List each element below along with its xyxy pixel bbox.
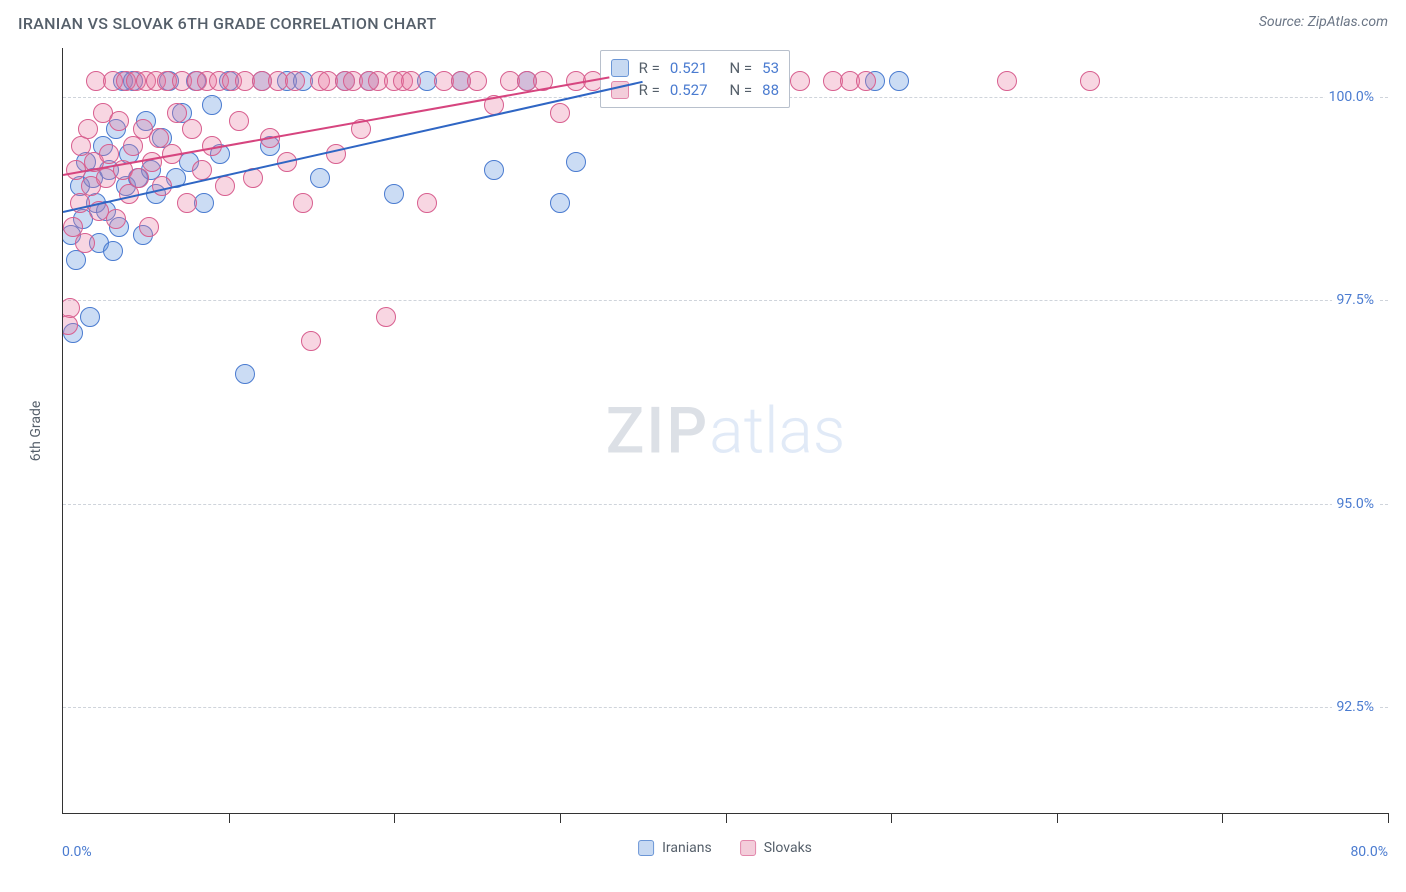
scatter-point (142, 152, 162, 172)
x-tick (1057, 813, 1058, 823)
scatter-point (78, 119, 98, 139)
stat-r-value: 0.527 (670, 81, 708, 99)
y-axis-label: 6th Grade (28, 401, 44, 462)
stat-n-label: N = (728, 59, 755, 77)
x-tick (1222, 813, 1223, 823)
plot-area: 92.5% 95.0% 97.5% 100.0% R = 0.521 N = 53 R = 0.5… (62, 48, 1388, 814)
scatter-point (1080, 71, 1100, 91)
scatter-point (467, 71, 487, 91)
scatter-point (856, 71, 876, 91)
scatter-point (63, 298, 80, 318)
x-axis-max-label: 80.0% (1350, 844, 1388, 860)
scatter-point (202, 95, 222, 115)
scatter-point (182, 119, 202, 139)
scatter-point (301, 331, 321, 351)
stat-row: R = 0.521 N = 53 (611, 57, 779, 79)
bottom-legend: Iranians Slovaks (638, 840, 812, 856)
scatter-point (484, 160, 504, 180)
scatter-point (167, 103, 187, 123)
scatter-point (215, 176, 235, 196)
legend-label: Slovaks (764, 840, 812, 856)
source-label: Source: ZipAtlas.com (1259, 14, 1388, 30)
stat-n-label: N = (728, 81, 755, 99)
x-axis-min-label: 0.0% (62, 844, 92, 860)
chart-title: IRANIAN VS SLOVAK 6TH GRADE CORRELATION … (18, 14, 437, 33)
stat-box: R = 0.521 N = 53 R = 0.527 N = 88 (600, 50, 790, 108)
gridline (63, 707, 1388, 708)
stat-r-label: R = (637, 81, 662, 99)
scatter-point (550, 103, 570, 123)
scatter-point (75, 233, 95, 253)
scatter-point (103, 241, 123, 261)
legend-swatch (638, 840, 654, 856)
x-tick (394, 813, 395, 823)
scatter-point (106, 209, 126, 229)
x-tick (1388, 813, 1389, 823)
scatter-point (566, 152, 586, 172)
scatter-point (790, 71, 810, 91)
scatter-point (889, 71, 909, 91)
legend-swatch (611, 59, 629, 77)
scatter-point (285, 71, 305, 91)
x-tick (726, 813, 727, 823)
x-tick (229, 813, 230, 823)
stat-r-label: R = (637, 59, 662, 77)
scatter-point (235, 364, 255, 384)
y-tick-label: 92.5% (1332, 699, 1378, 715)
scatter-point (229, 111, 249, 131)
legend-swatch (740, 840, 756, 856)
scatter-point (129, 168, 149, 188)
y-tick-label: 100.0% (1325, 89, 1378, 105)
scatter-point (139, 217, 159, 237)
scatter-point (550, 193, 570, 213)
scatter-point (384, 184, 404, 204)
scatter-point (109, 111, 129, 131)
scatter-point (310, 168, 330, 188)
gridline (63, 504, 1388, 505)
x-tick (560, 813, 561, 823)
y-tick-label: 95.0% (1332, 496, 1378, 512)
scatter-point (376, 307, 396, 327)
stat-n-value: 88 (762, 81, 779, 99)
x-tick (891, 813, 892, 823)
stat-n-value: 53 (762, 59, 779, 77)
scatter-point (997, 71, 1017, 91)
scatter-point (417, 193, 437, 213)
gridline (63, 300, 1388, 301)
legend-item: Slovaks (740, 840, 812, 856)
y-tick-label: 97.5% (1332, 292, 1378, 308)
stat-r-value: 0.521 (670, 59, 708, 77)
scatter-point (293, 193, 313, 213)
legend-label: Iranians (662, 840, 712, 856)
scatter-point (80, 307, 100, 327)
scatter-point (401, 71, 421, 91)
legend-item: Iranians (638, 840, 712, 856)
chart-container: 6th Grade 92.5% 95.0% 97.5% 100.0% R = 0.521 N… (18, 48, 1388, 874)
scatter-point (177, 193, 197, 213)
